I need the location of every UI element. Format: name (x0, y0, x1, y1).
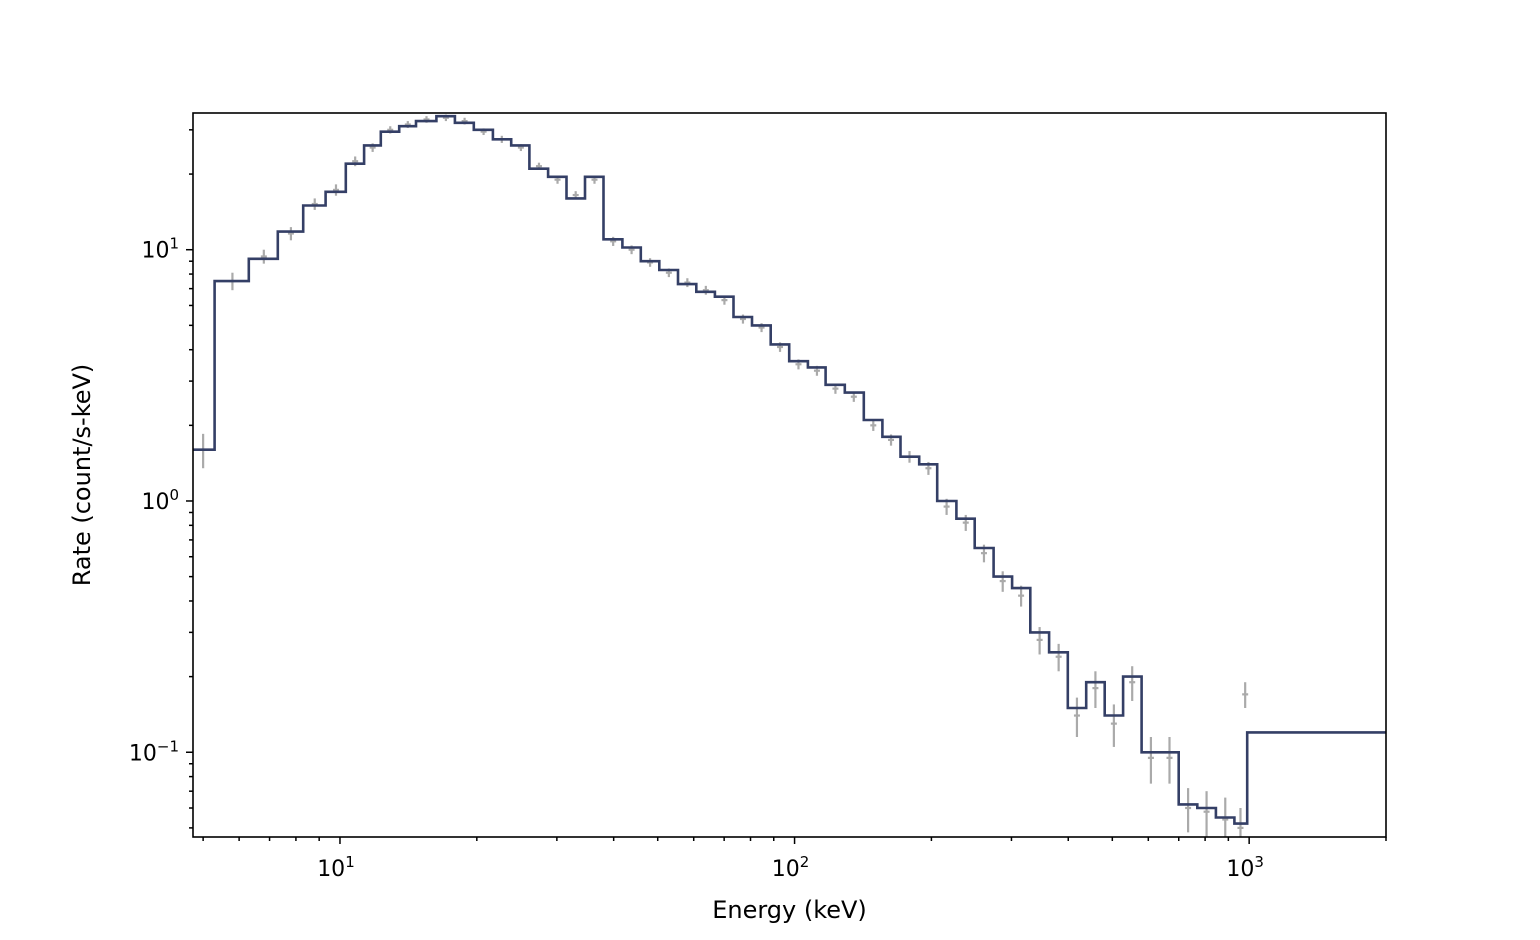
y-axis-label: Rate (count/s-keV) (68, 364, 96, 587)
plot-frame (192, 112, 1387, 838)
x-tick-label: 101 (317, 853, 355, 882)
x-tick-label: 103 (1226, 853, 1264, 882)
y-tick-label: 10−1 (129, 737, 179, 766)
y-axis-ticks: 10−1 100 101 (129, 129, 193, 829)
x-tick-label: 102 (772, 853, 810, 882)
model-layer (193, 114, 1386, 825)
y-tick-label: 100 (141, 486, 179, 515)
data-layer (200, 114, 1249, 837)
y-tick-label: 101 (141, 235, 179, 264)
x-axis-ticks: 101 102 103 (202, 837, 1387, 882)
x-axis-label: Energy (keV) (712, 896, 867, 924)
model-step-line (193, 114, 1386, 825)
